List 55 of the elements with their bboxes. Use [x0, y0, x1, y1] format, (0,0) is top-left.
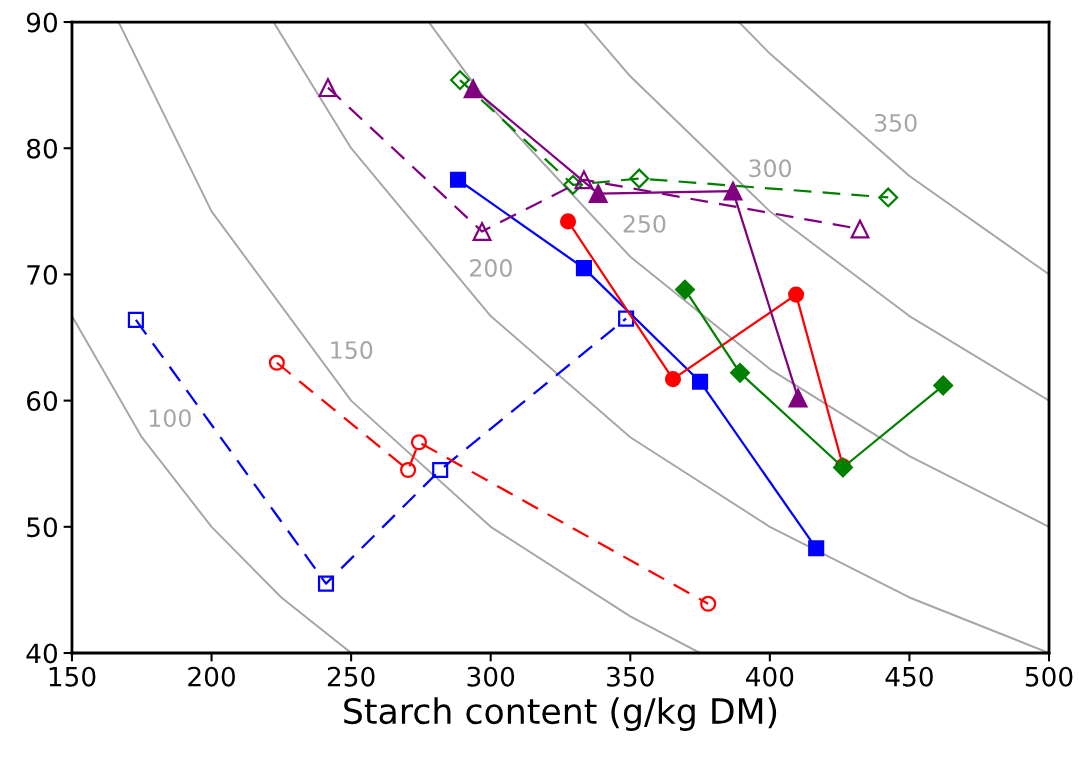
x-tick-label: 450 [885, 666, 933, 687]
point [450, 70, 470, 91]
point [675, 279, 695, 300]
point [933, 375, 954, 396]
point [664, 371, 682, 388]
y-tick-label: 80 [26, 138, 58, 159]
point [472, 222, 492, 241]
line-series [427, 22, 1049, 528]
y-tick-label: 60 [27, 391, 58, 412]
point [730, 362, 750, 383]
x-tick-label: 350 [607, 666, 654, 687]
point [400, 461, 417, 479]
x-tick-label: 500 [1025, 666, 1073, 687]
point [588, 184, 608, 204]
point [574, 170, 594, 190]
point [808, 540, 825, 557]
x-tick-label: 150 [49, 666, 96, 687]
annotation: 100 [149, 409, 191, 428]
annotation: 250 [623, 214, 666, 233]
y-tick-label: 40 [26, 643, 58, 664]
point [723, 181, 743, 201]
point [127, 311, 144, 328]
y-tick-label: 70 [27, 264, 58, 285]
point [432, 461, 449, 479]
point [850, 219, 870, 239]
x-tick-label: 250 [327, 666, 375, 687]
x-axis-title: Starch content (g/kg DM) [344, 697, 777, 731]
point [410, 434, 428, 451]
point [317, 575, 335, 592]
annotation: 150 [331, 341, 373, 359]
point [878, 187, 899, 208]
point [463, 79, 483, 99]
point [449, 171, 467, 188]
x-tick-label: 400 [745, 666, 794, 687]
annotation: 350 [874, 113, 917, 132]
y-tick-label: 90 [26, 12, 58, 33]
y-tick-label: 50 [27, 517, 58, 538]
line-series [737, 22, 1049, 276]
annotation: 300 [749, 159, 791, 178]
point [788, 388, 808, 408]
point [268, 354, 285, 371]
line-series [582, 22, 1049, 402]
point [318, 78, 338, 98]
point [575, 260, 592, 277]
point [788, 286, 805, 303]
point [700, 595, 717, 612]
point [629, 168, 650, 189]
x-tick-label: 300 [467, 666, 515, 687]
x-tick-label: 200 [188, 666, 235, 687]
point [618, 310, 635, 327]
point [563, 174, 583, 195]
line-series [117, 22, 702, 653]
point [692, 373, 709, 390]
point [559, 213, 577, 230]
annotation: 200 [470, 259, 512, 277]
